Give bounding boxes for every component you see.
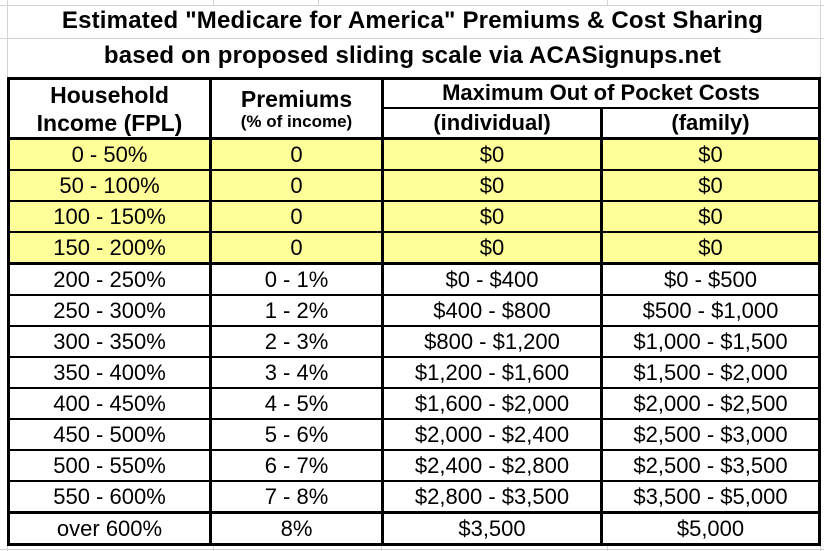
cell-moop-individual: $2,400 - $2,800 (381, 449, 603, 482)
cell-income: 450 - 500% (7, 418, 212, 451)
table-row: 400 - 450% 4 - 5% $1,600 - $2,000 $2,000… (7, 387, 821, 420)
cell-income: 500 - 550% (7, 449, 212, 482)
header-premiums: Premiums (% of income) (209, 77, 384, 140)
header-household-income-line1: Household (50, 81, 169, 108)
cell-moop-family: $3,500 - $5,000 (600, 480, 821, 514)
cell-moop-family: $2,500 - $3,500 (600, 449, 821, 482)
table-row: 50 - 100% 0 $0 $0 (7, 169, 821, 202)
cell-moop-individual: $2,800 - $3,500 (381, 480, 603, 514)
cell-moop-family: $2,500 - $3,000 (600, 418, 821, 451)
table-row: 250 - 300% 1 - 2% $400 - $800 $500 - $1,… (7, 294, 821, 327)
cell-moop-family: $0 (600, 231, 821, 265)
gridline-bottom-tick-2 (213, 545, 214, 551)
gridline-left-vertical (7, 0, 8, 77)
cell-income: 150 - 200% (7, 231, 212, 265)
cell-premium: 7 - 8% (209, 480, 384, 514)
header-premiums-label: Premiums (240, 85, 353, 112)
cell-moop-family: $0 (600, 200, 821, 233)
cell-moop-individual: $800 - $1,200 (381, 325, 603, 358)
cell-premium: 8% (209, 511, 384, 546)
cell-moop-individual: $0 (381, 200, 603, 233)
table-row: 300 - 350% 2 - 3% $800 - $1,200 $1,000 -… (7, 325, 821, 358)
header-max-out-of-pocket: Maximum Out of Pocket Costs (381, 77, 821, 109)
gridline-top-horizontal (0, 5, 824, 6)
cell-moop-family: $2,000 - $2,500 (600, 387, 821, 420)
cell-premium: 6 - 7% (209, 449, 384, 482)
cell-income: over 600% (7, 511, 212, 546)
cell-premium: 0 - 1% (209, 262, 384, 296)
cell-moop-individual: $0 (381, 137, 603, 171)
gridline-mid-title-horizontal (0, 38, 824, 39)
cell-premium: 1 - 2% (209, 294, 384, 327)
cell-premium: 0 (209, 200, 384, 233)
cell-moop-family: $0 (600, 137, 821, 171)
cell-moop-individual: $0 (381, 169, 603, 202)
table-row: 200 - 250% 0 - 1% $0 - $400 $0 - $500 (7, 262, 821, 296)
cell-premium: 5 - 6% (209, 418, 384, 451)
cell-income: 100 - 150% (7, 200, 212, 233)
cell-income: 400 - 450% (7, 387, 212, 420)
header-household-income: Household Income (FPL) (7, 77, 212, 140)
cell-moop-family: $0 - $500 (600, 262, 821, 296)
header-premiums-sublabel: (% of income) (240, 111, 353, 131)
table-row: 450 - 500% 5 - 6% $2,000 - $2,400 $2,500… (7, 418, 821, 451)
cell-premium: 3 - 4% (209, 356, 384, 389)
cell-premium: 2 - 3% (209, 325, 384, 358)
table-row: 150 - 200% 0 $0 $0 (7, 231, 821, 265)
cell-moop-individual: $0 (381, 231, 603, 265)
table-row: over 600% 8% $3,500 $5,000 (7, 511, 821, 546)
gridline-bottom-tick-3 (381, 545, 382, 551)
gridline-bottom-horizontal (0, 549, 824, 550)
cell-income: 350 - 400% (7, 356, 212, 389)
cell-moop-family: $5,000 (600, 511, 821, 546)
table-row: 350 - 400% 3 - 4% $1,200 - $1,600 $1,500… (7, 356, 821, 389)
cell-moop-individual: $400 - $800 (381, 294, 603, 327)
title-line-1: Estimated "Medicare for America" Premium… (61, 7, 764, 34)
cell-moop-individual: $1,200 - $1,600 (381, 356, 603, 389)
cell-moop-family: $1,500 - $2,000 (600, 356, 821, 389)
cell-moop-individual: $2,000 - $2,400 (381, 418, 603, 451)
gridline-top-tick-1 (213, 0, 214, 6)
header-family: (family) (600, 106, 821, 140)
cell-income: 300 - 350% (7, 325, 212, 358)
cell-premium: 0 (209, 137, 384, 171)
gridline-bottom-tick-1 (7, 545, 8, 551)
table-title: Estimated "Medicare for America" Premium… (7, 3, 818, 73)
table-header: Household Income (FPL) Premiums (% of in… (7, 77, 821, 140)
table-row: 550 - 600% 7 - 8% $2,800 - $3,500 $3,500… (7, 480, 821, 514)
cell-moop-individual: $3,500 (381, 511, 603, 546)
cell-premium: 0 (209, 231, 384, 265)
cell-moop-family: $0 (600, 169, 821, 202)
cell-moop-family: $1,000 - $1,500 (600, 325, 821, 358)
table-row: 100 - 150% 0 $0 $0 (7, 200, 821, 233)
table-body: 0 - 50% 0 $0 $0 50 - 100% 0 $0 $0 100 - … (7, 137, 821, 546)
cell-premium: 0 (209, 169, 384, 202)
premiums-cost-sharing-table: Household Income (FPL) Premiums (% of in… (7, 77, 821, 546)
table-row: 0 - 50% 0 $0 $0 (7, 137, 821, 171)
gridline-bottom-tick-4 (607, 545, 608, 551)
table-row: 500 - 550% 6 - 7% $2,400 - $2,800 $2,500… (7, 449, 821, 482)
gridline-top-tick-3 (607, 0, 608, 6)
cell-income: 250 - 300% (7, 294, 212, 327)
gridline-top-tick-2 (318, 0, 319, 6)
cell-moop-individual: $1,600 - $2,000 (381, 387, 603, 420)
cell-income: 50 - 100% (7, 169, 212, 202)
cell-premium: 4 - 5% (209, 387, 384, 420)
cell-moop-individual: $0 - $400 (381, 262, 603, 296)
title-line-2: based on proposed sliding scale via ACAS… (103, 42, 722, 69)
cell-moop-family: $500 - $1,000 (600, 294, 821, 327)
header-household-income-line2: Income (FPL) (36, 109, 183, 136)
cell-income: 200 - 250% (7, 262, 212, 296)
cell-income: 550 - 600% (7, 480, 212, 514)
header-individual: (individual) (381, 106, 603, 140)
cell-income: 0 - 50% (7, 137, 212, 171)
